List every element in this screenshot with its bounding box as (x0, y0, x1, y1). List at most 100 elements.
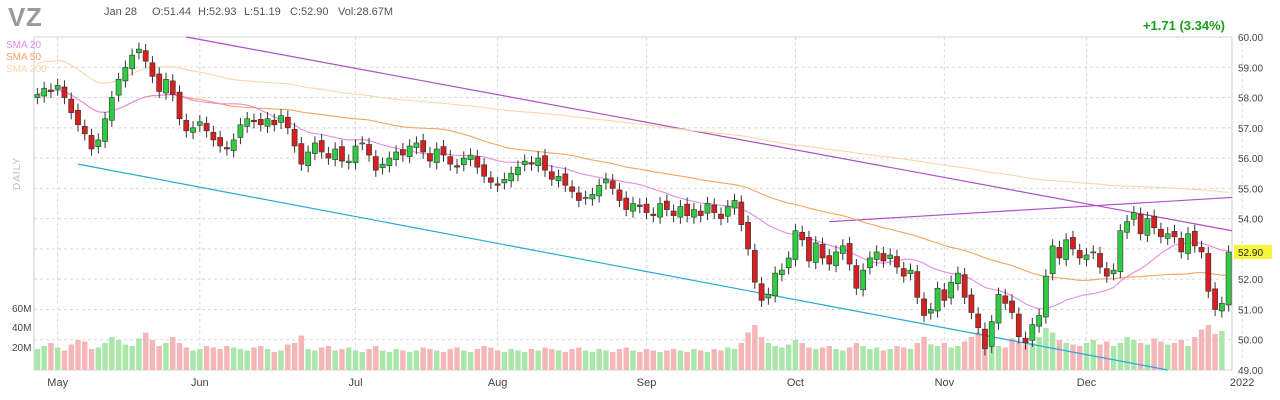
volume-bar (1104, 341, 1110, 370)
volume-bar (792, 340, 799, 370)
volume-bar (379, 350, 386, 370)
candle-body (745, 221, 751, 250)
volume-bar (623, 347, 629, 370)
candle-body (704, 203, 711, 214)
candle-body (129, 54, 136, 70)
candle-body (623, 197, 630, 210)
candle-body (907, 269, 914, 275)
header-high: H:52.93 (198, 6, 237, 18)
volume-bar (928, 344, 934, 370)
volume-bar (813, 349, 819, 370)
volume-bars (34, 325, 1225, 370)
month-label: Sep (637, 377, 657, 389)
volume-bar (346, 347, 352, 370)
volume-bar (1002, 347, 1008, 370)
candle-body (122, 66, 129, 82)
candle-body (1022, 337, 1029, 344)
candle-body (941, 289, 948, 301)
volume-bar (1083, 343, 1090, 370)
volume-bar (434, 350, 440, 370)
candle-body (521, 160, 528, 166)
volume-bar (995, 346, 1002, 370)
volume-bar (1070, 344, 1076, 370)
candle-body (359, 142, 366, 145)
candle-body (203, 122, 210, 132)
candle-body (995, 294, 1002, 324)
candle-body (846, 243, 853, 265)
support-trendline (77, 163, 1168, 371)
candlesticks (34, 42, 1232, 356)
candle-body (224, 147, 230, 150)
month-label: Oct (787, 377, 804, 389)
candle-body (562, 173, 569, 186)
volume-bar (170, 337, 176, 370)
volume-bar (691, 349, 697, 370)
volume-bar (616, 349, 623, 370)
volume-bar (576, 347, 582, 370)
candle-body (61, 86, 68, 98)
candle-body (393, 151, 399, 160)
candle-body (921, 298, 927, 316)
candle-body (291, 129, 298, 147)
volume-bar (393, 349, 399, 370)
candle-body (616, 189, 623, 201)
candle-body (400, 149, 406, 156)
volume-bar (1144, 344, 1151, 370)
volume-bar (427, 349, 433, 370)
volume-bar (914, 343, 920, 370)
candle-body (1124, 221, 1130, 233)
volume-axis-20m: 20M (12, 343, 32, 354)
volume-bar (203, 346, 210, 370)
candle-body (41, 88, 48, 97)
volume-bar (711, 349, 717, 370)
volume-bar (136, 338, 142, 370)
volume-bar (846, 347, 853, 370)
candle-body (440, 146, 447, 156)
volume-bar (278, 350, 284, 370)
volume-bar (501, 352, 508, 370)
volume-bar (833, 349, 839, 370)
candle-body (1171, 231, 1178, 238)
candle-body (142, 50, 149, 62)
candle-body (697, 210, 704, 216)
candle-body (1198, 247, 1205, 253)
candle-body (779, 269, 785, 275)
candle-body (433, 148, 440, 163)
sma-20-line (37, 89, 1229, 310)
volume-bar (454, 347, 460, 370)
candle-body (487, 177, 494, 183)
candle-body (48, 89, 54, 92)
volume-bar (474, 349, 481, 370)
volume-bar (34, 349, 41, 370)
volume-bar (785, 344, 792, 370)
volume-bar (1198, 329, 1205, 370)
sma-50-line (37, 89, 1229, 281)
volume-bar (718, 350, 724, 370)
price-tick-label: 57.00 (1238, 124, 1263, 135)
candle-body (68, 98, 75, 113)
candle-body (718, 213, 724, 219)
volume-bar (1158, 341, 1164, 370)
volume-bar (650, 350, 657, 370)
candle-body (481, 164, 487, 177)
volume-bar (1043, 328, 1049, 370)
volume-bar (142, 332, 149, 370)
volume-bar (386, 352, 393, 370)
resistance-trendline (186, 36, 1233, 232)
volume-bar (420, 347, 426, 370)
candle-body (988, 321, 995, 347)
volume-bar (224, 346, 230, 370)
candle-body (880, 253, 887, 262)
candle-body (927, 309, 934, 314)
candle-body (264, 118, 271, 127)
candle-body (1185, 233, 1191, 254)
candle-body (569, 186, 575, 192)
candle-body (217, 137, 224, 147)
price-tick-label: 55.00 (1238, 184, 1263, 195)
volume-bar (1164, 344, 1171, 370)
volume-bar (149, 340, 156, 370)
volume-bar (826, 346, 832, 370)
candle-body (427, 153, 433, 162)
month-label: Aug (488, 377, 508, 389)
volume-bar (1185, 346, 1191, 370)
